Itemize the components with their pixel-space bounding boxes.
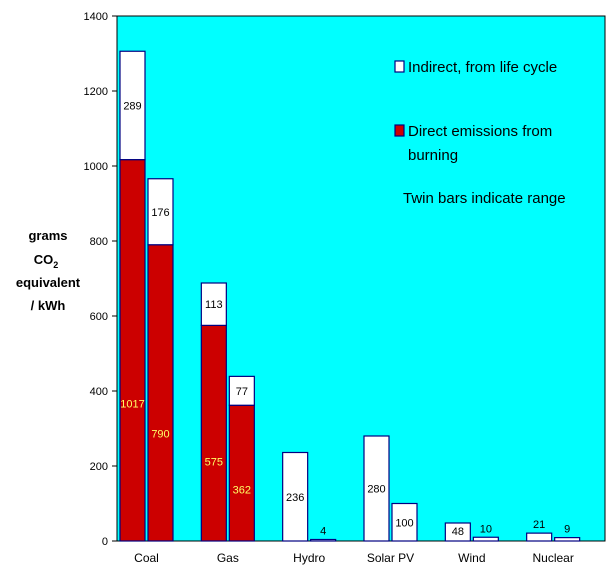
legend-swatch-direct [394, 124, 405, 137]
bar-indirect-label: 77 [236, 386, 248, 398]
bar-direct-label: 790 [151, 428, 169, 440]
legend-label-direct-line-2: burning [408, 147, 458, 164]
x-tick-label: Hydro [293, 551, 325, 565]
bar-indirect [526, 532, 553, 542]
y-tick-label: 400 [90, 386, 108, 398]
bar-indirect-label: 113 [205, 299, 223, 311]
bar-indirect-label: 48 [452, 526, 464, 538]
bar-direct [200, 324, 227, 542]
bar-group: 1017 289 790 176 575 113 362 77 236 4 280 100 48 10 21… [119, 50, 581, 542]
y-tick-label: 200 [90, 461, 108, 473]
y-axis-title: grams CO2 equivalent / kWh [16, 228, 81, 313]
bar-indirect-label: 236 [286, 492, 304, 504]
x-tick-label: Gas [217, 551, 239, 565]
bar-indirect-label: 289 [123, 100, 141, 112]
y-tick-label: 1200 [84, 86, 108, 98]
bar-indirect-label: 4 [320, 526, 326, 538]
legend: Indirect, from life cycle Direct emissio… [394, 59, 557, 164]
y-axis: 0 200 400 600 800 1000 1200 1400 [84, 11, 117, 548]
y-axis-title-line-4: / kWh [31, 298, 66, 313]
y-axis-title-co: CO [34, 252, 54, 267]
bar-indirect-label: 21 [533, 519, 545, 531]
legend-label-direct-line-1: Direct emissions from [408, 123, 552, 140]
x-tick-label: Solar PV [367, 551, 414, 565]
bar-indirect-label: 176 [151, 207, 169, 219]
bar-indirect [119, 50, 146, 161]
bar-direct-label: 575 [205, 457, 223, 469]
x-axis: Coal Gas Hydro Solar PV Wind Nuclear [134, 551, 574, 565]
y-tick-label: 1000 [84, 161, 108, 173]
plot-area [116, 15, 606, 542]
x-tick-label: Nuclear [532, 551, 573, 565]
bar-indirect [391, 502, 418, 542]
bar-indirect-label: 280 [367, 484, 385, 496]
bar-indirect-label: 100 [395, 517, 413, 529]
bar-indirect-label: 10 [480, 523, 492, 535]
y-axis-title-line-3: equivalent [16, 275, 81, 290]
legend-swatch-indirect [394, 60, 405, 73]
bar-direct-label: 1017 [120, 399, 144, 411]
range-note: Twin bars indicate range [403, 190, 566, 207]
bar-direct-label: 362 [233, 484, 251, 496]
bar-indirect [228, 375, 255, 406]
bar-indirect [554, 537, 581, 542]
y-tick-label: 0 [102, 536, 108, 548]
y-tick-label: 1400 [84, 11, 108, 23]
x-tick-label: Coal [134, 551, 159, 565]
bar-indirect [282, 451, 309, 542]
y-axis-title-line-1: grams [28, 228, 67, 243]
bar-direct [228, 404, 255, 542]
bar-indirect [444, 522, 471, 542]
bar-direct [147, 244, 174, 542]
bar-indirect-label: 9 [564, 524, 570, 536]
y-axis-title-subscript: 2 [53, 260, 58, 270]
y-tick-label: 600 [90, 311, 108, 323]
bar-direct [119, 159, 146, 542]
y-axis-title-line-2: CO2 [34, 252, 59, 270]
bar-indirect [310, 538, 337, 542]
x-tick-label: Wind [458, 551, 485, 565]
y-tick-label: 800 [90, 236, 108, 248]
bar-indirect [200, 282, 227, 326]
bar-indirect [147, 178, 174, 246]
bar-indirect [363, 435, 390, 542]
bar-indirect [472, 536, 499, 542]
legend-label-indirect: Indirect, from life cycle [408, 59, 557, 76]
